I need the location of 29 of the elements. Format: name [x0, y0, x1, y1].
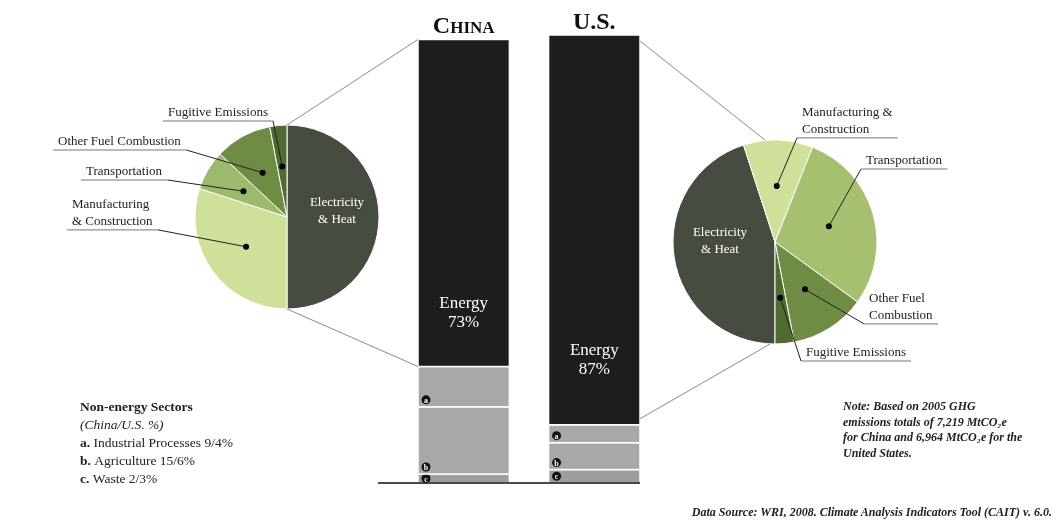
source-note: Data Source: WRI, 2008. Climate Analysis Indicators Tool (CAIT) v. 6.0.: [690, 505, 1052, 519]
slice-label: Other Fuel Combustion: [869, 290, 934, 322]
text: Non-energy Sectors: [80, 399, 193, 414]
x-tick-label: U.S.: [572, 8, 616, 34]
series-label: Energy: [569, 339, 620, 359]
slice-label: Fugitive Emissions: [806, 344, 907, 359]
data-label: 87%: [578, 359, 610, 379]
text: b. Agriculture 15/6%: [80, 453, 196, 468]
slice-label: Transportation: [866, 152, 943, 167]
slice-label: Other Fuel Combustion: [58, 133, 182, 148]
x-tick-label: China: [432, 12, 496, 39]
text: c: [554, 472, 559, 482]
slice-label: Fugitive Emissions: [168, 104, 269, 119]
slice-label: Electricity & Heat: [309, 194, 365, 226]
slice-label: Manufacturing & Construction: [72, 196, 154, 228]
text: a. Industrial Processes 9/4%: [80, 435, 233, 450]
text: c. Waste 2/3%: [80, 471, 158, 486]
text: Energy: [439, 292, 489, 312]
text: a: [554, 431, 559, 441]
slice-label: Manufacturing & Construction: [802, 104, 893, 136]
text: b: [554, 458, 559, 468]
slice-label: Electricity & Heat: [692, 224, 748, 256]
series-label: b: [423, 463, 429, 473]
text: Note: Based on 2005 GHG emissions totals of 7,219 MtCO₂e for China and 6,964 MtCO₂e for the United States.: [842, 399, 1023, 460]
series-label: a: [424, 395, 428, 405]
data-label: 73%: [448, 312, 480, 332]
series-label: c: [424, 474, 429, 484]
slice-label: Transportation: [86, 163, 163, 178]
text: (China/U.S. %): [80, 417, 165, 432]
